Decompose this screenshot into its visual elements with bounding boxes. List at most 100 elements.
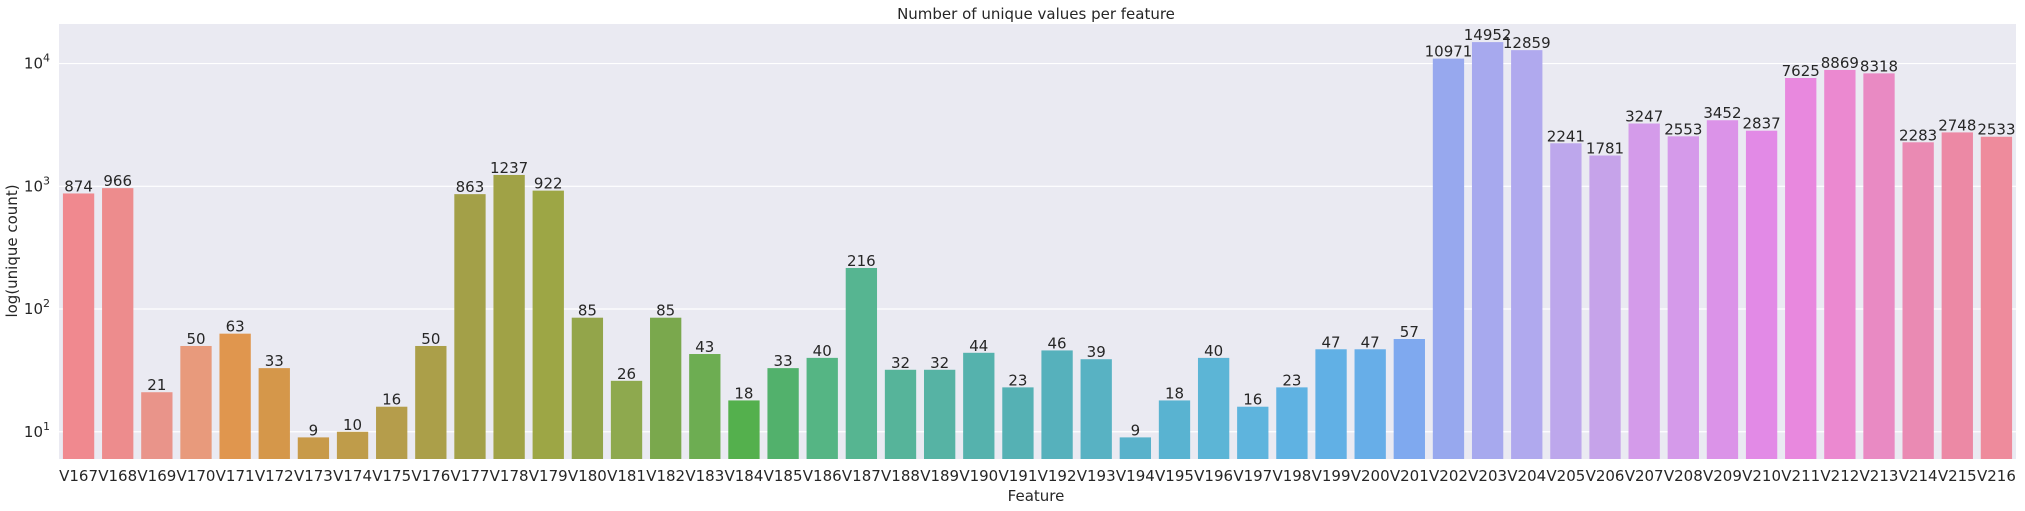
bar-value-label: 46: [1048, 334, 1067, 352]
bar-value-label: 50: [421, 330, 440, 348]
x-tick-label: V200: [1351, 467, 1390, 485]
bar-V214: [1902, 142, 1934, 459]
bar-value-label: 2837: [1742, 115, 1780, 133]
bar-value-label: 2553: [1664, 120, 1702, 138]
bar-V183: [689, 354, 721, 459]
x-tick-label: V182: [646, 467, 685, 485]
bar-value-label: 216: [847, 252, 876, 270]
bar-value-label: 863: [456, 178, 485, 196]
bar-V192: [1041, 350, 1073, 459]
bar-V180: [571, 317, 604, 459]
x-tick-label: V216: [1977, 467, 2016, 485]
bar-value-label: 7625: [1782, 62, 1820, 80]
bar-value-label: 16: [382, 391, 401, 409]
y-tick-label: 101: [24, 420, 50, 441]
bar-V167: [62, 193, 95, 459]
bar-V198: [1276, 387, 1308, 459]
bar-value-label: 3452: [1703, 104, 1741, 122]
bar-value-label: 47: [1361, 333, 1380, 351]
x-tick-label: V185: [764, 467, 803, 485]
bar-value-label: 9: [309, 421, 319, 439]
bar-V184: [728, 400, 760, 459]
bar-value-label: 40: [1204, 342, 1223, 360]
bar-value-label: 2748: [1938, 116, 1976, 134]
bar-V185: [767, 368, 799, 459]
x-tick-label: V208: [1664, 467, 1703, 485]
bar-value-label: 12859: [1503, 34, 1551, 52]
bar-value-label: 21: [147, 376, 166, 394]
x-tick-label: V214: [1899, 467, 1938, 485]
bar-V169: [141, 392, 173, 459]
x-axis-label: Feature: [1008, 487, 1065, 505]
x-tick-label: V198: [1272, 467, 1311, 485]
bar-V216: [1980, 136, 2013, 459]
bar-V213: [1863, 73, 1895, 459]
bar-value-label: 2283: [1899, 126, 1937, 144]
value-labels: 874 966 21 50 63 33 9 10 16 50 863 1237 922 85 26 85 43 1…: [64, 26, 2015, 439]
x-tick-label: V207: [1625, 467, 1664, 485]
bar-value-label: 10: [343, 416, 362, 434]
bar-value-label: 8869: [1821, 54, 1859, 72]
x-tick-label: V209: [1703, 467, 1742, 485]
bar-V174: [336, 431, 369, 459]
bar-value-label: 1781: [1586, 140, 1624, 158]
bar-V204: [1511, 50, 1543, 459]
x-tick-labels: V167 V168 V169 V170 V171 V172 V173 V174 V175 V176…: [59, 467, 2016, 485]
x-tick-label: V181: [607, 467, 646, 485]
bar-V181: [610, 380, 643, 459]
bar-V190: [963, 352, 995, 459]
x-tick-label: V187: [842, 467, 881, 485]
y-tick-label: 102: [24, 297, 50, 318]
bar-V179: [532, 190, 564, 460]
bar-value-label: 85: [578, 302, 597, 320]
bar-value-label: 43: [695, 338, 714, 356]
x-tick-label: V178: [490, 467, 529, 485]
bar-value-label: 10971: [1425, 43, 1473, 61]
bar-V193: [1080, 359, 1112, 459]
x-tick-label: V201: [1390, 467, 1429, 485]
x-tick-label: V177: [451, 467, 490, 485]
bar-V171: [219, 333, 251, 459]
x-tick-label: V196: [1194, 467, 1233, 485]
bar-V211: [1785, 78, 1817, 460]
bar-value-label: 8318: [1860, 57, 1898, 75]
x-tick-label: V205: [1546, 467, 1585, 485]
x-tick-label: V191: [998, 467, 1037, 485]
bar-V187: [845, 267, 878, 459]
x-tick-label: V203: [1468, 467, 1507, 485]
bar-value-label: 18: [1165, 384, 1184, 402]
bar-V202: [1432, 58, 1465, 459]
bar-value-label: 874: [64, 177, 93, 195]
bar-value-label: 47: [1322, 333, 1341, 351]
bar-value-label: 33: [774, 352, 793, 370]
x-tick-label: V172: [255, 467, 294, 485]
x-tick-label: V176: [411, 467, 450, 485]
bar-value-label: 63: [226, 318, 245, 336]
bar-V170: [180, 345, 212, 459]
bar-V196: [1197, 357, 1230, 459]
bar-V215: [1941, 132, 1973, 460]
bar-V178: [493, 174, 525, 459]
bar-value-label: 40: [813, 342, 832, 360]
x-tick-label: V179: [529, 467, 568, 485]
bar-V176: [415, 345, 447, 459]
bar-V186: [806, 357, 838, 459]
bar-value-label: 23: [1282, 371, 1301, 389]
bar-value-label: 57: [1400, 323, 1419, 341]
bar-V177: [454, 194, 486, 459]
x-tick-label: V206: [1586, 467, 1625, 485]
x-tick-label: V174: [333, 467, 372, 485]
x-tick-label: V189: [920, 467, 959, 485]
bar-V206: [1589, 155, 1621, 459]
x-tick-label: V173: [294, 467, 333, 485]
x-tick-label: V168: [98, 467, 137, 485]
bar-value-label: 50: [186, 330, 205, 348]
bar-value-label: 32: [930, 354, 949, 372]
bar-value-label: 3247: [1625, 108, 1663, 126]
y-tick-label: 104: [24, 52, 50, 73]
x-tick-label: V170: [177, 467, 216, 485]
x-tick-label: V183: [685, 467, 724, 485]
bar-V195: [1158, 400, 1191, 459]
bar-V210: [1745, 130, 1778, 459]
